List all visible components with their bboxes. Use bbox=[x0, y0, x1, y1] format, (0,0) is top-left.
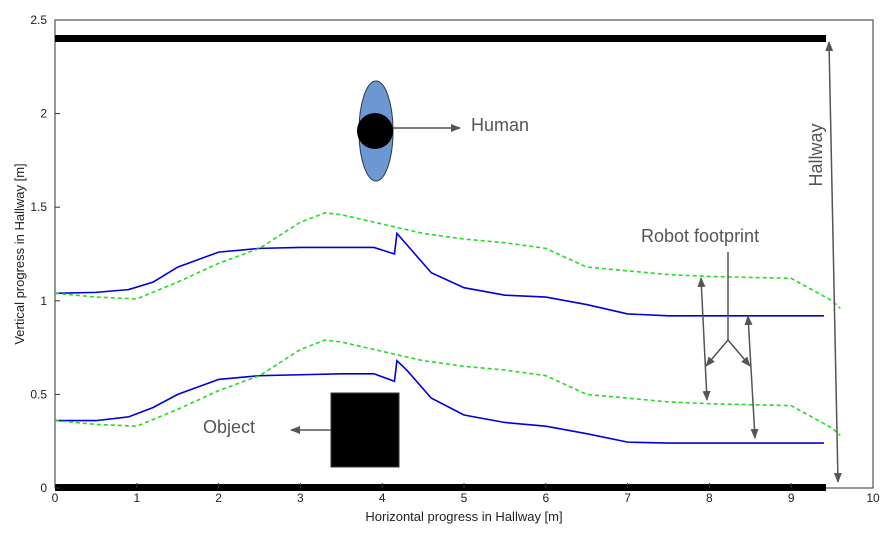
y-tick-label: 2 bbox=[40, 107, 47, 121]
series-line bbox=[55, 359, 824, 444]
hallway-wall bbox=[55, 35, 826, 42]
x-axis-label: Horizontal progress in Hallway [m] bbox=[365, 509, 562, 524]
annotation: Robot footprint bbox=[641, 226, 759, 246]
annotation: Object bbox=[203, 417, 255, 437]
x-tick-label: 5 bbox=[461, 491, 468, 505]
y-tick-label: 0 bbox=[40, 481, 47, 495]
y-axis-label: Vertical progress in Hallway [m] bbox=[12, 163, 27, 344]
series-line bbox=[54, 339, 841, 437]
series-line bbox=[54, 211, 841, 309]
x-tick-label: 6 bbox=[542, 491, 549, 505]
x-tick-label: 3 bbox=[297, 491, 304, 505]
x-tick-label: 2 bbox=[215, 491, 222, 505]
arrow bbox=[705, 339, 729, 367]
x-tick-label: 10 bbox=[866, 491, 880, 505]
human-head bbox=[357, 113, 393, 149]
arrow bbox=[744, 315, 759, 439]
object bbox=[330, 392, 400, 468]
footprint-arrows bbox=[697, 41, 842, 483]
x-tick-label: 9 bbox=[788, 491, 795, 505]
arrow bbox=[825, 41, 842, 483]
x-tick-label: 1 bbox=[133, 491, 140, 505]
y-tick-label: 0.5 bbox=[30, 387, 47, 401]
x-tick-label: 8 bbox=[706, 491, 713, 505]
plot-frame bbox=[54, 19, 874, 489]
series-line bbox=[54, 231, 824, 317]
y-tick-label: 1 bbox=[40, 294, 47, 308]
y-tick-label: 2.5 bbox=[30, 13, 47, 27]
hallway-wall bbox=[55, 484, 826, 491]
annotation: Hallway bbox=[806, 123, 826, 186]
arrow bbox=[697, 277, 711, 401]
y-tick-label: 1.5 bbox=[30, 200, 47, 214]
arrow bbox=[727, 339, 751, 367]
x-tick-label: 0 bbox=[52, 491, 59, 505]
annotation: Human bbox=[471, 115, 529, 135]
x-tick-label: 7 bbox=[624, 491, 631, 505]
x-tick-label: 4 bbox=[379, 491, 386, 505]
series-layer bbox=[54, 211, 841, 444]
